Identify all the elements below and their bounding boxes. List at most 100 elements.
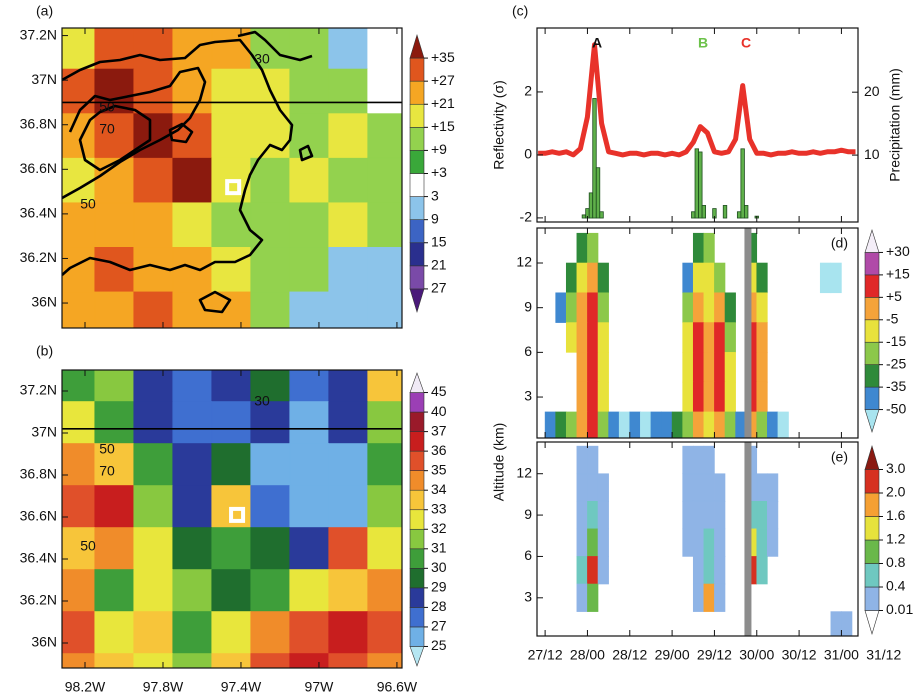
contour-label: 70 xyxy=(99,463,115,479)
storm-annotation: C xyxy=(741,35,751,51)
heatmap-cell xyxy=(703,381,715,413)
colorbar-end xyxy=(864,228,880,253)
heatmap-cell xyxy=(367,611,402,654)
colorbar-label: 0.8 xyxy=(886,554,906,570)
heatmap-cell xyxy=(587,445,599,475)
heatmap-cell xyxy=(133,401,174,444)
heatmap-cell xyxy=(94,202,135,248)
heatmap-cell xyxy=(555,292,567,323)
heatmap-cell xyxy=(682,500,694,530)
heatmap-cell xyxy=(576,500,588,530)
heatmap-cell xyxy=(714,500,726,530)
heatmap-cell xyxy=(587,232,599,264)
heatmap-cell xyxy=(211,113,252,159)
colorbar-label: 45 xyxy=(431,383,447,399)
colorbar-label: +15 xyxy=(886,266,910,282)
contour-label: 30 xyxy=(254,393,270,409)
colorbar-box xyxy=(409,265,425,290)
heatmap-cell xyxy=(629,411,641,438)
heatmap-cell xyxy=(576,322,588,353)
colorbar-label: 27 xyxy=(431,280,447,296)
heatmap-field xyxy=(544,232,842,438)
heatmap-cell xyxy=(682,262,694,294)
heatmap-cell xyxy=(756,556,768,585)
heatmap-cell xyxy=(692,528,705,557)
x-tick-label: 97.4W xyxy=(221,679,262,694)
heatmap-cell xyxy=(211,401,252,444)
heatmap-cell xyxy=(367,28,402,70)
contour-line xyxy=(62,66,207,200)
heatmap-cell xyxy=(133,527,174,570)
heatmap-cell xyxy=(211,247,252,293)
heatmap-cell xyxy=(328,68,368,114)
plot-area xyxy=(538,42,856,219)
heatmap-cell xyxy=(703,262,715,294)
y-tick-label: 10 xyxy=(864,146,880,162)
panel-label: (c) xyxy=(512,3,528,19)
heatmap-cell xyxy=(289,443,329,486)
heatmap-cell xyxy=(661,411,673,438)
precip-bar xyxy=(691,211,696,219)
heatmap-cell xyxy=(62,569,96,612)
heatmap-cell xyxy=(250,401,291,444)
heatmap-cell xyxy=(211,569,252,612)
heatmap-cell xyxy=(756,500,768,530)
heatmap-cell xyxy=(724,381,736,413)
time-marker xyxy=(744,228,752,438)
reflectivity-line xyxy=(538,42,856,158)
heatmap-cell xyxy=(587,528,599,557)
heatmap-cell xyxy=(289,485,329,528)
storm-annotation: A xyxy=(592,35,602,51)
precip-bar xyxy=(694,148,699,219)
heatmap-cell xyxy=(565,292,578,323)
contours xyxy=(62,30,314,314)
site-marker xyxy=(229,506,246,523)
colorbar-label: 36 xyxy=(431,442,447,458)
y-tick-label: 36.2N xyxy=(20,249,57,265)
colorbar-box xyxy=(864,492,880,517)
contour-line xyxy=(237,30,313,62)
heatmap-cell xyxy=(819,262,832,294)
heatmap-cell xyxy=(703,232,715,264)
colorbar-label: 15 xyxy=(431,233,447,249)
heatmap-cell xyxy=(94,401,135,444)
y-tick-label: -2 xyxy=(520,209,533,225)
x-tick-label: 27/12 xyxy=(528,647,563,663)
heatmap-cell xyxy=(94,611,135,654)
colorbar-box xyxy=(864,297,880,321)
colorbar-box xyxy=(409,470,425,491)
heatmap-cell xyxy=(250,611,291,654)
heatmap-cell xyxy=(703,528,715,557)
time-marker xyxy=(744,442,752,636)
heatmap-cell xyxy=(587,292,599,323)
heatmap-cell xyxy=(94,527,135,570)
heatmap-cell xyxy=(172,113,213,159)
heatmap-cell xyxy=(565,411,578,438)
contour-label: 50 xyxy=(99,99,115,115)
heatmap-cell xyxy=(608,411,620,438)
colorbar-label: 3 xyxy=(431,187,439,203)
heatmap-cell xyxy=(289,569,329,612)
precip-bar xyxy=(722,205,728,219)
colorbar-box xyxy=(409,392,425,413)
colorbar-label: +9 xyxy=(431,141,447,157)
heatmap-cell xyxy=(714,352,726,383)
heatmap-cell xyxy=(289,291,329,328)
colorbar-label: 1.6 xyxy=(886,507,906,523)
heatmap-cell xyxy=(597,473,609,502)
heatmap-cell xyxy=(682,292,694,323)
contour-label: 50 xyxy=(80,196,96,212)
colorbar-box xyxy=(409,80,425,105)
heatmap-cell xyxy=(565,322,578,353)
y-tick-label: 12 xyxy=(516,254,532,270)
heatmap-cell xyxy=(367,291,402,328)
colorbar-label: -5 xyxy=(886,310,899,326)
heatmap-cell xyxy=(756,262,768,294)
heatmap-cell xyxy=(597,528,609,557)
heatmap-cell xyxy=(565,262,578,294)
panel-label: (a) xyxy=(36,3,53,19)
contour-line xyxy=(198,290,232,314)
heatmap-cell xyxy=(94,653,135,668)
colorbar-box xyxy=(409,150,425,174)
